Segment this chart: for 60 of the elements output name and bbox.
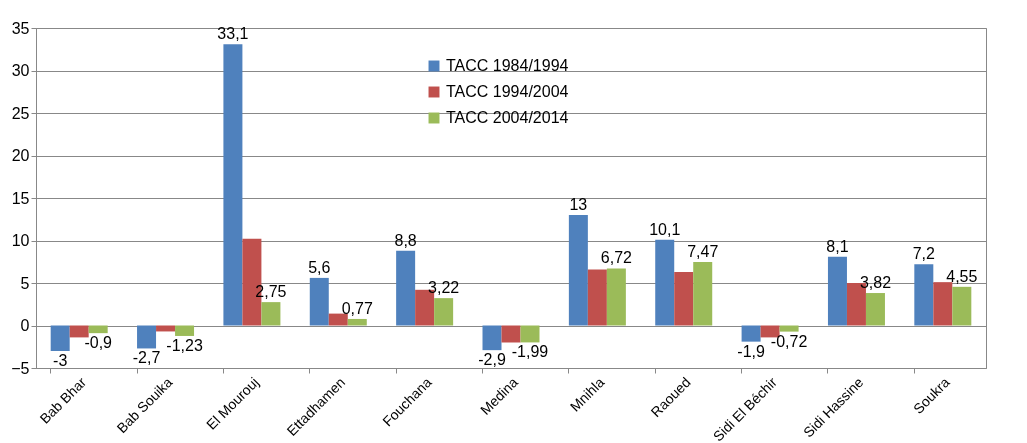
data-label: 33,1 [217,25,249,43]
bar [88,325,108,334]
data-label: -2,7 [132,349,161,367]
data-label: 8,1 [826,237,849,255]
bar [568,215,588,326]
data-label: -1,23 [166,336,203,354]
bar [655,239,675,326]
data-label: 0,77 [341,299,373,317]
data-label: -2,9 [478,351,506,369]
bar [865,293,885,326]
bar [50,325,70,351]
data-label: 10,1 [649,220,681,238]
data-label: 3,22 [428,279,460,297]
y-tick-label: 30 [11,62,30,79]
data-label: 3,82 [859,274,892,292]
y-tick-label: 15 [11,189,30,207]
y-tick-label: 5 [20,274,30,292]
bar [223,44,243,326]
bar [175,325,195,336]
bar [309,277,329,326]
bar [827,256,847,326]
legend-label: TACC 1994/2004 [446,83,569,100]
legend-label: TACC 2004/2014 [446,109,569,126]
bar [396,250,416,326]
bar [587,269,607,326]
y-tick-label: 0 [20,317,30,334]
data-label: -1,9 [737,342,765,360]
bar [779,325,799,332]
y-tick-label: 35 [11,19,30,37]
data-label: -3 [53,352,68,369]
data-label: -1,99 [511,343,549,361]
bar [952,286,972,326]
bar [137,325,157,349]
bar [741,325,761,342]
y-tick-label: −5 [11,359,30,377]
bar [434,298,454,326]
legend-label: TACC 1984/1994 [446,57,569,74]
data-label: -0,72 [770,332,808,350]
data-label: 7,47 [687,243,719,261]
data-label: 5,6 [308,258,331,276]
bar [674,271,694,326]
bar [482,325,502,351]
bar [606,268,626,326]
y-tick-label: 25 [11,104,30,122]
data-label: 7,2 [912,245,936,263]
bar [501,325,521,343]
data-label: 13 [569,196,588,213]
bar [520,325,540,343]
data-label: 4,55 [946,267,978,285]
bar [261,302,281,326]
data-label: -0,9 [84,334,113,352]
bar [933,282,953,326]
bar [693,262,713,326]
bar [914,264,934,326]
data-label: 8,8 [394,231,417,249]
data-label: 6,72 [600,249,633,267]
bar [69,325,89,338]
y-tick-label: 10 [11,232,30,249]
y-tick-label: 20 [11,147,30,164]
bar [347,318,367,326]
